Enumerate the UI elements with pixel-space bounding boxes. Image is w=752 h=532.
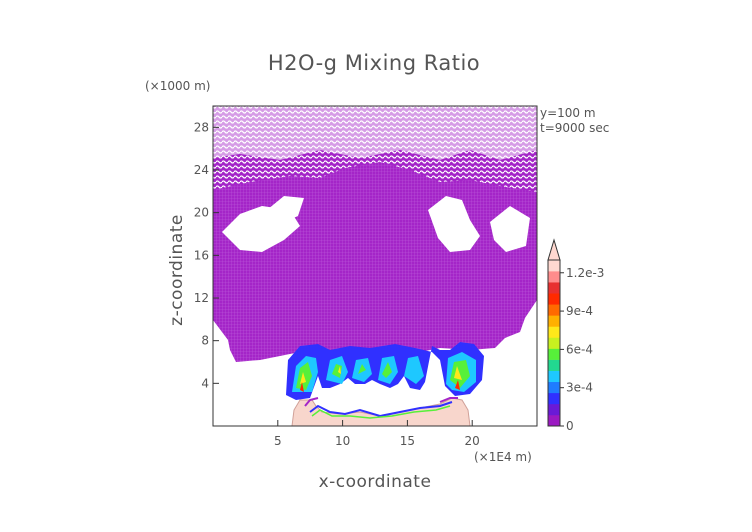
- y-axis-ticks: 4 8 12 16 20 24 28: [194, 120, 219, 390]
- y-tick-label: 20: [194, 206, 209, 220]
- colorbar-swatch: [548, 282, 560, 294]
- y-tick-label: 12: [194, 291, 209, 305]
- gap-right: [428, 196, 480, 252]
- plot-frame: [212, 105, 538, 427]
- colorbar-tick-label: 1.2e-3: [566, 266, 604, 280]
- surface-band-purple: [304, 397, 458, 407]
- colorbar-swatch: [548, 403, 560, 416]
- colorbar-tick-label: 9e-4: [566, 304, 593, 318]
- colorbar-extend-arrow: [547, 238, 561, 261]
- colorbar-swatch: [548, 260, 560, 272]
- colorbar-tick-label: 6e-4: [566, 342, 593, 356]
- chart-title: H2O-g Mixing Ratio: [268, 51, 480, 75]
- y-tick-label: 24: [194, 163, 209, 177]
- mixing-ratio-field: [213, 106, 537, 426]
- colorbar-tick-label: 0: [566, 419, 574, 433]
- surface-layer: [291, 397, 471, 426]
- y-axis-label: z-coordinate: [167, 214, 187, 326]
- y-tick-label: 4: [201, 376, 209, 390]
- y-tick-label: 16: [194, 248, 209, 262]
- colorbar-swatch: [548, 304, 560, 316]
- colorbar-swatch: [548, 337, 560, 349]
- gap-left-2: [262, 196, 304, 224]
- colorbar-swatch: [548, 414, 560, 427]
- colorbar-swatch: [548, 326, 560, 338]
- main-moist-layer: [213, 162, 537, 362]
- x-axis-label: x-coordinate: [319, 472, 432, 492]
- colorbar-tick-label: 3e-4: [566, 381, 593, 395]
- y-unit-label: (×1000 m): [145, 79, 210, 93]
- annotation-t: t=9000 sec: [540, 121, 609, 135]
- y-tick-label: 8: [201, 334, 209, 348]
- colorbar: 0 3e-4 6e-4 9e-4 1.2e-3: [547, 238, 604, 433]
- x-tick-label: 5: [274, 434, 282, 448]
- surface-band-blue: [309, 401, 453, 418]
- gap-right-2: [490, 206, 530, 252]
- convective-towers: [286, 342, 484, 400]
- x-axis-ticks: 5 10 15 20: [274, 420, 480, 448]
- gap-top: [213, 106, 537, 160]
- colorbar-swatch: [548, 370, 560, 383]
- colorbar-swatch: [548, 271, 560, 283]
- colorbar-swatch: [548, 381, 560, 394]
- colorbar-frame: [547, 259, 561, 427]
- x-tick-label: 15: [400, 434, 415, 448]
- x-tick-label: 10: [335, 434, 350, 448]
- annotation-y: y=100 m: [540, 106, 596, 120]
- surface-band-green: [311, 405, 451, 419]
- x-tick-label: 20: [465, 434, 480, 448]
- colorbar-swatch: [548, 315, 560, 327]
- colorbar-swatch: [548, 392, 560, 405]
- colorbar-swatch: [548, 359, 560, 371]
- colorbar-swatch: [548, 348, 560, 360]
- y-tick-label: 28: [194, 120, 209, 134]
- colorbar-swatch: [548, 293, 560, 305]
- x-unit-label: (×1E4 m): [474, 450, 532, 464]
